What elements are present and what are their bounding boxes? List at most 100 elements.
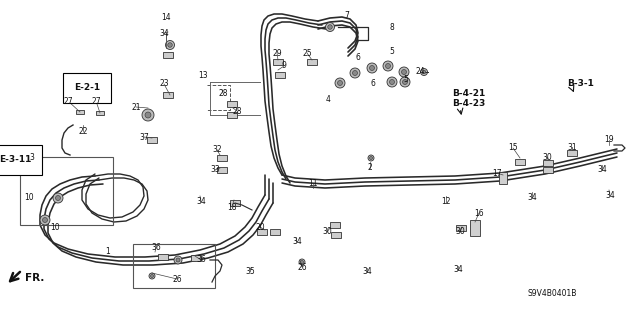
Circle shape	[400, 77, 410, 87]
Circle shape	[350, 68, 360, 78]
Text: 34: 34	[527, 192, 537, 202]
Circle shape	[174, 256, 182, 264]
Circle shape	[385, 63, 390, 69]
Text: 36: 36	[196, 256, 206, 264]
Text: E-2-1: E-2-1	[74, 84, 100, 93]
Circle shape	[176, 258, 180, 262]
Circle shape	[387, 77, 397, 87]
Text: 35: 35	[245, 266, 255, 276]
Circle shape	[390, 79, 394, 85]
Text: 34: 34	[292, 238, 302, 247]
Circle shape	[42, 218, 47, 222]
Text: 9: 9	[282, 62, 287, 70]
Text: 30: 30	[322, 227, 332, 236]
Text: 28: 28	[218, 88, 228, 98]
Text: 17: 17	[492, 168, 502, 177]
Bar	[20, 157, 113, 225]
Bar	[227, 101, 237, 107]
Text: 23: 23	[159, 79, 169, 88]
Text: 27: 27	[63, 97, 73, 106]
Text: 1: 1	[106, 248, 110, 256]
Text: 5: 5	[390, 48, 394, 56]
Text: 13: 13	[198, 71, 208, 80]
Text: 29: 29	[272, 48, 282, 57]
Text: 32: 32	[212, 145, 222, 154]
Text: 28: 28	[232, 107, 242, 115]
Text: 14: 14	[161, 12, 171, 21]
Circle shape	[150, 275, 154, 278]
Bar	[543, 167, 553, 173]
Bar	[257, 229, 267, 235]
Bar	[191, 255, 201, 261]
Text: 21: 21	[131, 102, 141, 112]
Circle shape	[368, 155, 374, 161]
Text: 10: 10	[50, 222, 60, 232]
Text: 22: 22	[78, 127, 88, 136]
Text: 31: 31	[567, 143, 577, 152]
Circle shape	[420, 69, 428, 76]
Text: 26: 26	[172, 275, 182, 284]
Bar	[270, 229, 280, 235]
Text: 15: 15	[508, 144, 518, 152]
Text: 26: 26	[297, 263, 307, 271]
Text: 34: 34	[453, 265, 463, 275]
Circle shape	[142, 109, 154, 121]
Text: 6: 6	[356, 53, 360, 62]
Bar	[456, 225, 466, 231]
Text: 7: 7	[344, 11, 349, 19]
Circle shape	[399, 67, 409, 77]
Text: 34: 34	[196, 197, 206, 205]
Text: 19: 19	[604, 136, 614, 145]
Bar	[163, 52, 173, 58]
Text: FR.: FR.	[25, 273, 44, 283]
Bar	[158, 254, 168, 260]
Text: S9V4B0401B: S9V4B0401B	[528, 288, 577, 298]
Circle shape	[353, 70, 358, 76]
Text: 34: 34	[159, 28, 169, 38]
Circle shape	[337, 80, 342, 85]
Text: B-4-21: B-4-21	[452, 90, 485, 99]
Text: 10: 10	[24, 192, 34, 202]
Circle shape	[403, 79, 408, 85]
Text: 30: 30	[455, 227, 465, 236]
Circle shape	[56, 196, 61, 201]
Circle shape	[369, 157, 372, 160]
Text: 16: 16	[474, 209, 484, 218]
Circle shape	[335, 78, 345, 88]
Text: 30: 30	[542, 152, 552, 161]
Bar	[275, 72, 285, 78]
Bar	[515, 159, 525, 165]
Circle shape	[299, 259, 305, 265]
Circle shape	[166, 41, 175, 49]
Bar	[470, 220, 480, 236]
Circle shape	[422, 70, 426, 74]
Text: 18: 18	[227, 203, 237, 211]
Circle shape	[401, 70, 406, 75]
Text: 8: 8	[390, 23, 394, 32]
Circle shape	[149, 273, 155, 279]
Text: 6: 6	[371, 78, 376, 87]
Text: 34: 34	[597, 166, 607, 174]
Bar	[76, 110, 84, 115]
Circle shape	[326, 23, 335, 32]
Bar	[133, 244, 215, 288]
Bar	[217, 167, 227, 173]
Text: B-4-23: B-4-23	[452, 100, 485, 108]
Text: 5: 5	[404, 75, 408, 84]
Text: 2: 2	[367, 164, 372, 173]
Circle shape	[53, 193, 63, 203]
Circle shape	[40, 215, 50, 225]
Bar	[227, 112, 237, 118]
Text: 11: 11	[308, 180, 317, 189]
Circle shape	[328, 25, 332, 29]
Bar	[273, 59, 283, 65]
Bar	[230, 200, 240, 206]
Circle shape	[168, 43, 172, 47]
Text: 34: 34	[362, 268, 372, 277]
Circle shape	[301, 261, 303, 263]
Bar	[307, 59, 317, 65]
Bar	[499, 172, 507, 184]
Text: 25: 25	[302, 48, 312, 57]
Bar	[330, 222, 340, 228]
Text: 24: 24	[415, 66, 425, 76]
